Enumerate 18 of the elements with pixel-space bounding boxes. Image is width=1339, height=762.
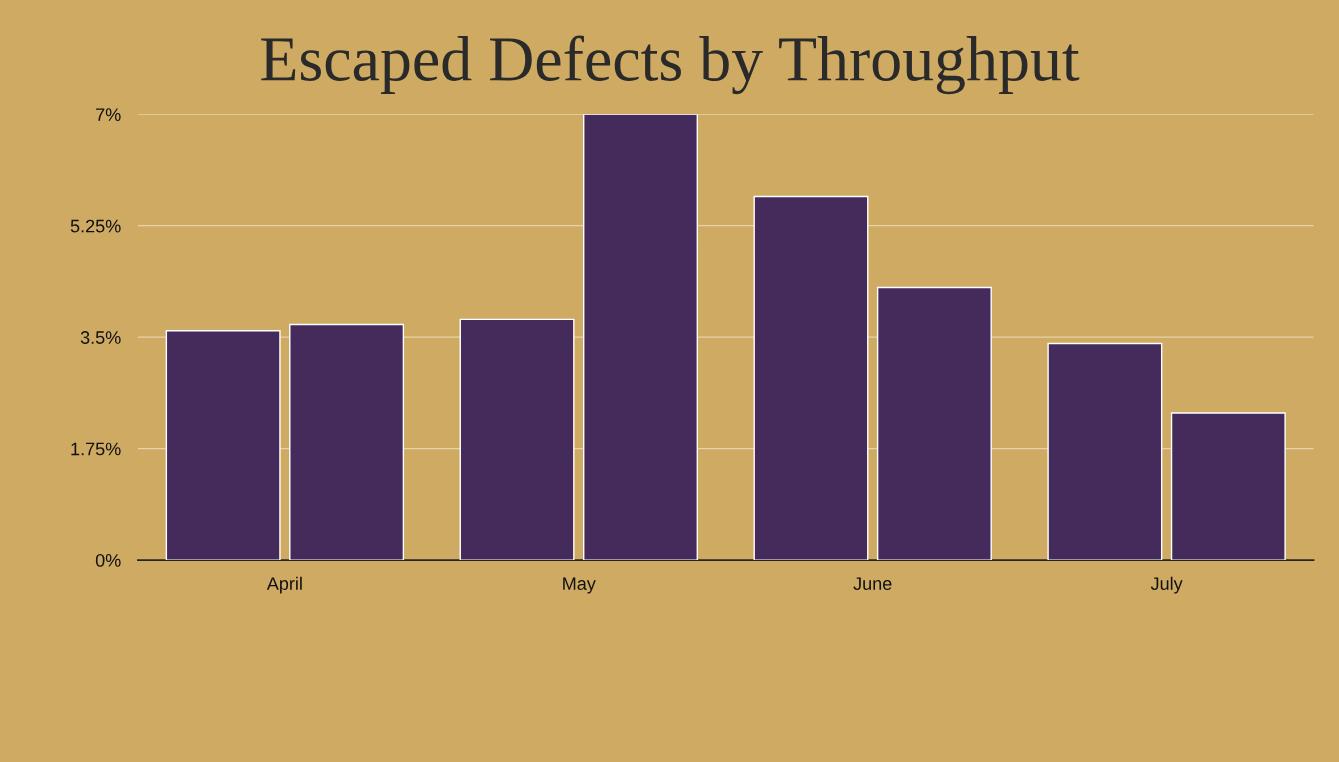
y-tick-label: 0% [95, 554, 121, 567]
bar [1047, 342, 1163, 561]
bar [289, 323, 405, 561]
x-tick-label: July [1150, 576, 1183, 594]
bar [876, 286, 992, 561]
bar [583, 114, 698, 561]
bar [165, 330, 281, 561]
bar [459, 318, 575, 561]
x-tick-label: April [266, 576, 302, 594]
x-tick-label: May [563, 577, 596, 594]
y-tick-label: 1.75% [71, 442, 121, 456]
y-tick-label: 3.5% [80, 331, 121, 344]
x-tick-label: June [853, 577, 892, 590]
bar [753, 195, 869, 561]
chart-title: Escaped Defects by Throughput [261, 35, 1080, 95]
y-tick-label: 7% [96, 108, 121, 121]
bar [1170, 412, 1286, 561]
y-tick-label: 5.25% [70, 219, 121, 233]
